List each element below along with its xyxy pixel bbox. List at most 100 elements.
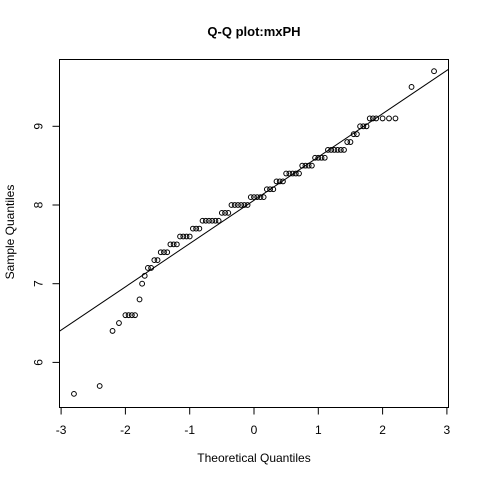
data-point (373, 115, 380, 122)
data-point (173, 241, 180, 248)
data-point (276, 178, 283, 185)
y-tick-label: 6 (32, 359, 46, 366)
data-point (167, 241, 174, 248)
data-point (209, 217, 216, 224)
reference-line-group (59, 68, 449, 332)
x-tick-label: 1 (315, 423, 322, 437)
data-point (164, 249, 171, 256)
data-point (337, 147, 344, 153)
data-point (366, 115, 373, 122)
data-point (206, 217, 212, 224)
data-point (273, 178, 280, 185)
data-point (125, 312, 132, 319)
data-point (289, 170, 296, 177)
data-point (379, 115, 386, 122)
y-axis-label: Sample Quantiles (3, 185, 17, 280)
data-point (154, 257, 161, 263)
data-point (241, 202, 248, 208)
data-point (170, 241, 177, 248)
data-point (363, 123, 370, 130)
data-point (139, 280, 146, 287)
data-point (161, 249, 167, 256)
data-point (257, 194, 264, 201)
data-point (96, 383, 103, 389)
data-point (215, 217, 222, 224)
data-point (148, 265, 155, 271)
data-point (122, 312, 129, 319)
data-point (196, 225, 203, 232)
data-point (193, 225, 200, 232)
x-axis-label: Theoretical Quantiles (197, 451, 310, 465)
x-tick-label: -1 (184, 423, 195, 437)
x-tick-label: 2 (379, 423, 386, 437)
data-point (357, 123, 363, 130)
data-point (292, 170, 299, 177)
data-point (270, 186, 277, 193)
x-tick-label: -3 (56, 423, 67, 437)
data-point (308, 162, 315, 169)
y-tick-label: 9 (32, 123, 46, 130)
data-point (132, 312, 138, 319)
data-point (334, 147, 341, 153)
data-point (392, 115, 399, 122)
data-point (431, 68, 437, 75)
data-point (218, 209, 225, 216)
qq-reference-line (59, 68, 449, 332)
data-point (145, 265, 151, 271)
plot-frame (59, 59, 449, 408)
data-point (305, 162, 312, 169)
y-tick-label: 7 (32, 280, 46, 287)
data-point (312, 154, 318, 161)
data-point (251, 194, 257, 201)
data-point (228, 202, 235, 208)
data-point (71, 390, 77, 397)
data-point (254, 194, 261, 201)
data-point (235, 202, 241, 208)
data-point (222, 209, 228, 216)
data-point (325, 147, 331, 153)
data-point (318, 154, 325, 161)
data-point (260, 194, 267, 201)
data-point (202, 217, 209, 224)
x-tick-label: 0 (251, 423, 258, 437)
x-tick-label: -2 (120, 423, 131, 437)
data-point (280, 178, 286, 185)
data-point (321, 154, 328, 161)
data-point (331, 147, 338, 153)
data-point (180, 233, 187, 240)
data-point (199, 217, 206, 224)
data-point (225, 209, 232, 216)
data-point (353, 131, 360, 138)
data-point (286, 170, 293, 177)
data-point (328, 147, 335, 153)
data-point (350, 131, 357, 138)
data-point (186, 233, 193, 240)
data-point (238, 202, 245, 208)
data-point (386, 115, 392, 122)
data-point (344, 139, 351, 145)
data-point (109, 328, 116, 334)
data-point (283, 170, 290, 177)
data-point (315, 154, 322, 161)
data-point (360, 123, 367, 130)
chart-title: Q-Q plot:mxPH (207, 24, 300, 39)
y-tick-label: 8 (32, 201, 46, 208)
data-point (136, 296, 143, 303)
data-point (299, 162, 306, 169)
data-point (128, 312, 135, 319)
data-point (177, 233, 183, 240)
data-point (116, 320, 122, 326)
data-point (370, 115, 376, 122)
data-point (408, 84, 415, 90)
data-point (296, 170, 302, 177)
data-point (267, 186, 273, 193)
data-point (341, 147, 347, 153)
data-point (151, 257, 158, 263)
data-point (302, 162, 309, 169)
x-tick-label: 3 (444, 423, 451, 437)
x-axis: -3 -2 -1 0 1 2 3 (56, 407, 451, 437)
y-axis: 6 7 8 9 (32, 123, 60, 366)
data-points (71, 68, 437, 397)
data-point (231, 202, 238, 208)
